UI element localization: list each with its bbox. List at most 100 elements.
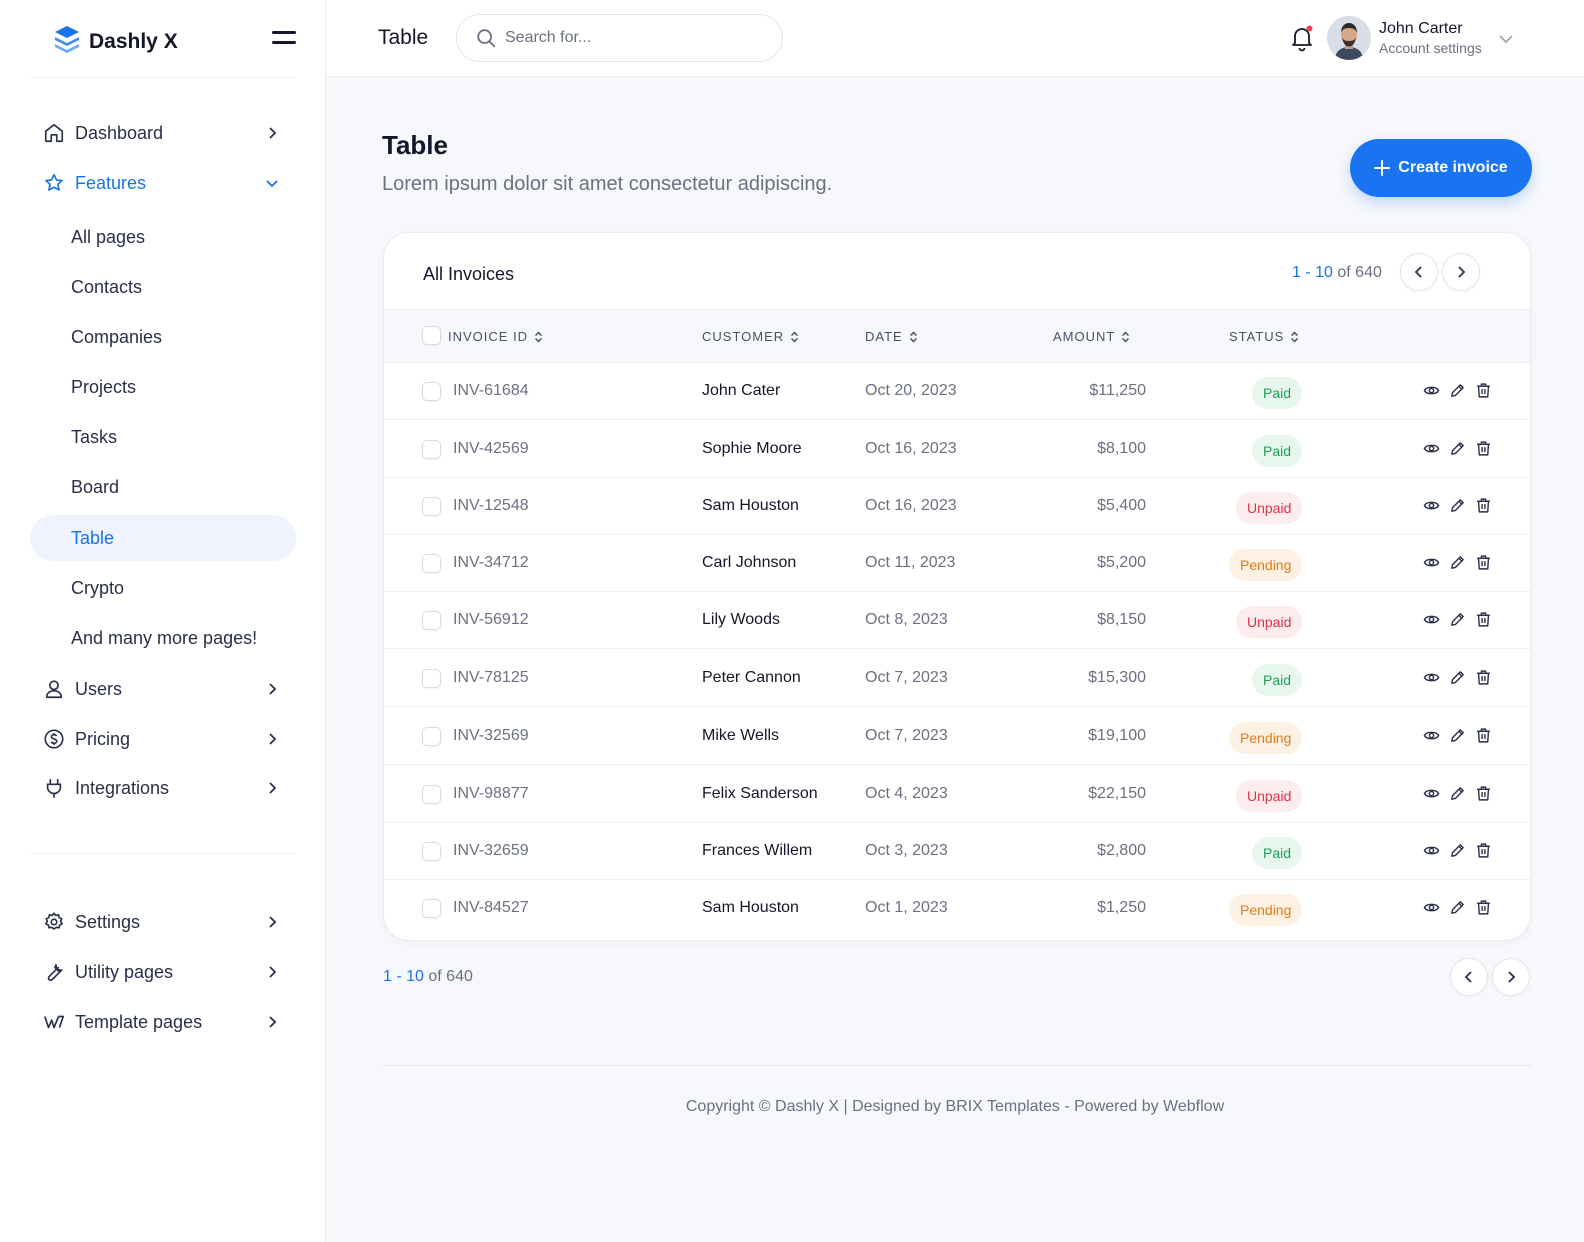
webflow-icon — [42, 1010, 66, 1034]
sidebar-subitem-more-pages[interactable]: And many more pages! — [71, 627, 258, 648]
trash-icon[interactable] — [1475, 669, 1492, 686]
avatar[interactable] — [1327, 16, 1371, 60]
search-box[interactable] — [456, 14, 783, 62]
sidebar-subitem-contacts[interactable]: Contacts — [71, 276, 143, 297]
edit-icon[interactable] — [1449, 611, 1466, 628]
account-settings-link[interactable]: Account settings — [1379, 40, 1482, 56]
eye-icon[interactable] — [1423, 611, 1440, 628]
column-header-status[interactable]: STATUS — [1229, 329, 1299, 344]
invoice-amount: $1,250 — [1097, 899, 1146, 916]
table-row[interactable]: INV-12548 Sam Houston Oct 16, 2023 $5,400 Un… — [384, 478, 1530, 535]
eye-icon[interactable] — [1423, 785, 1440, 802]
trash-icon[interactable] — [1475, 842, 1492, 859]
star-icon — [42, 171, 66, 195]
pager-range: 1 - 10 — [383, 968, 424, 985]
sidebar-divider — [30, 77, 296, 78]
column-header-amount[interactable]: AMOUNT — [1053, 329, 1130, 344]
sidebar-subitem-all-pages[interactable]: All pages — [71, 226, 146, 247]
trash-icon[interactable] — [1475, 382, 1492, 399]
sidebar-item-utility-pages[interactable]: Utility pages — [30, 950, 296, 994]
trash-icon[interactable] — [1475, 611, 1492, 628]
edit-icon[interactable] — [1449, 440, 1466, 457]
column-header-date[interactable]: DATE — [865, 329, 918, 344]
table-row[interactable]: INV-56912 Lily Woods Oct 8, 2023 $8,150 Unpa… — [384, 592, 1530, 649]
menu-toggle-button[interactable] — [272, 28, 298, 48]
sidebar-subitem-companies[interactable]: Companies — [71, 326, 163, 347]
eye-icon[interactable] — [1423, 554, 1440, 571]
gear-icon — [42, 910, 66, 934]
eye-icon[interactable] — [1423, 382, 1440, 399]
next-page-button[interactable] — [1492, 958, 1530, 996]
trash-icon[interactable] — [1475, 440, 1492, 457]
select-all-checkbox[interactable] — [422, 326, 441, 345]
table-row[interactable]: INV-42569 Sophie Moore Oct 16, 2023 $8,100 P… — [384, 421, 1530, 478]
user-name[interactable]: John Carter — [1379, 20, 1463, 37]
trash-icon[interactable] — [1475, 554, 1492, 571]
trash-icon[interactable] — [1475, 899, 1492, 916]
table-row[interactable]: INV-84527 Sam Houston Oct 1, 2023 $1,250 Pen… — [384, 880, 1530, 937]
sidebar-item-settings[interactable]: Settings — [30, 900, 296, 944]
invoice-id: INV-56912 — [453, 611, 529, 628]
prev-page-button[interactable] — [1450, 958, 1488, 996]
row-checkbox[interactable] — [422, 497, 441, 516]
table-row[interactable]: INV-32569 Mike Wells Oct 7, 2023 $19,100 Pen… — [384, 708, 1530, 765]
column-header-customer[interactable]: CUSTOMER — [702, 329, 799, 344]
row-checkbox[interactable] — [422, 899, 441, 918]
edit-icon[interactable] — [1449, 727, 1466, 744]
sidebar-subitem-table[interactable]: Table — [30, 515, 296, 561]
table-row[interactable]: INV-78125 Peter Cannon Oct 7, 2023 $15,300 P… — [384, 650, 1530, 707]
trash-icon[interactable] — [1475, 727, 1492, 744]
page-subtitle: Lorem ipsum dolor sit amet consectetur a… — [382, 173, 833, 195]
sidebar-subitem-tasks[interactable]: Tasks — [71, 426, 118, 447]
sidebar-item-dashboard[interactable]: Dashboard — [30, 111, 296, 155]
row-checkbox[interactable] — [422, 669, 441, 688]
row-checkbox[interactable] — [422, 382, 441, 401]
eye-icon[interactable] — [1423, 440, 1440, 457]
column-header-invoice-id[interactable]: INVOICE ID — [448, 329, 543, 344]
sidebar-item-template-pages[interactable]: Template pages — [30, 1000, 296, 1044]
sort-icon — [1122, 330, 1130, 343]
chevron-left-icon — [1464, 971, 1472, 983]
eye-icon[interactable] — [1423, 899, 1440, 916]
create-invoice-button[interactable]: Create invoice — [1350, 139, 1532, 197]
sidebar-item-integrations[interactable]: Integrations — [30, 766, 296, 810]
search-input[interactable] — [505, 29, 765, 47]
row-checkbox[interactable] — [422, 785, 441, 804]
edit-icon[interactable] — [1449, 899, 1466, 916]
edit-icon[interactable] — [1449, 785, 1466, 802]
sidebar-item-users[interactable]: Users — [30, 667, 296, 711]
table-row[interactable]: INV-34712 Carl Johnson Oct 11, 2023 $5,200 P… — [384, 535, 1530, 592]
eye-icon[interactable] — [1423, 669, 1440, 686]
column-label: AMOUNT — [1053, 329, 1116, 344]
notifications-button[interactable] — [1289, 24, 1315, 52]
status-badge: Paid — [1252, 377, 1303, 409]
row-checkbox[interactable] — [422, 611, 441, 630]
brand[interactable]: Dashly X — [53, 24, 178, 59]
sidebar-subitem-board[interactable]: Board — [71, 476, 120, 497]
table-row[interactable]: INV-61684 John Cater Oct 20, 2023 $11,250 Pa… — [384, 363, 1530, 420]
plus-icon — [1374, 160, 1391, 176]
eye-icon[interactable] — [1423, 842, 1440, 859]
sidebar-subitem-crypto[interactable]: Crypto — [71, 577, 125, 598]
sidebar-subitem-projects[interactable]: Projects — [71, 376, 137, 397]
next-page-button[interactable] — [1442, 253, 1480, 291]
edit-icon[interactable] — [1449, 669, 1466, 686]
edit-icon[interactable] — [1449, 842, 1466, 859]
chevron-down-icon[interactable] — [1498, 32, 1514, 46]
eye-icon[interactable] — [1423, 497, 1440, 514]
row-checkbox[interactable] — [422, 727, 441, 746]
table-row[interactable]: INV-98877 Felix Sanderson Oct 4, 2023 $22,1… — [384, 766, 1530, 823]
eye-icon[interactable] — [1423, 727, 1440, 744]
edit-icon[interactable] — [1449, 382, 1466, 399]
table-row[interactable]: INV-32659 Frances Willem Oct 3, 2023 $2,800… — [384, 823, 1530, 880]
row-checkbox[interactable] — [422, 554, 441, 573]
row-checkbox[interactable] — [422, 842, 441, 861]
row-checkbox[interactable] — [422, 440, 441, 459]
sidebar-item-pricing[interactable]: Pricing — [30, 717, 296, 761]
edit-icon[interactable] — [1449, 554, 1466, 571]
trash-icon[interactable] — [1475, 497, 1492, 514]
edit-icon[interactable] — [1449, 497, 1466, 514]
prev-page-button[interactable] — [1400, 253, 1438, 291]
sidebar-item-features[interactable]: Features — [30, 161, 296, 205]
trash-icon[interactable] — [1475, 785, 1492, 802]
